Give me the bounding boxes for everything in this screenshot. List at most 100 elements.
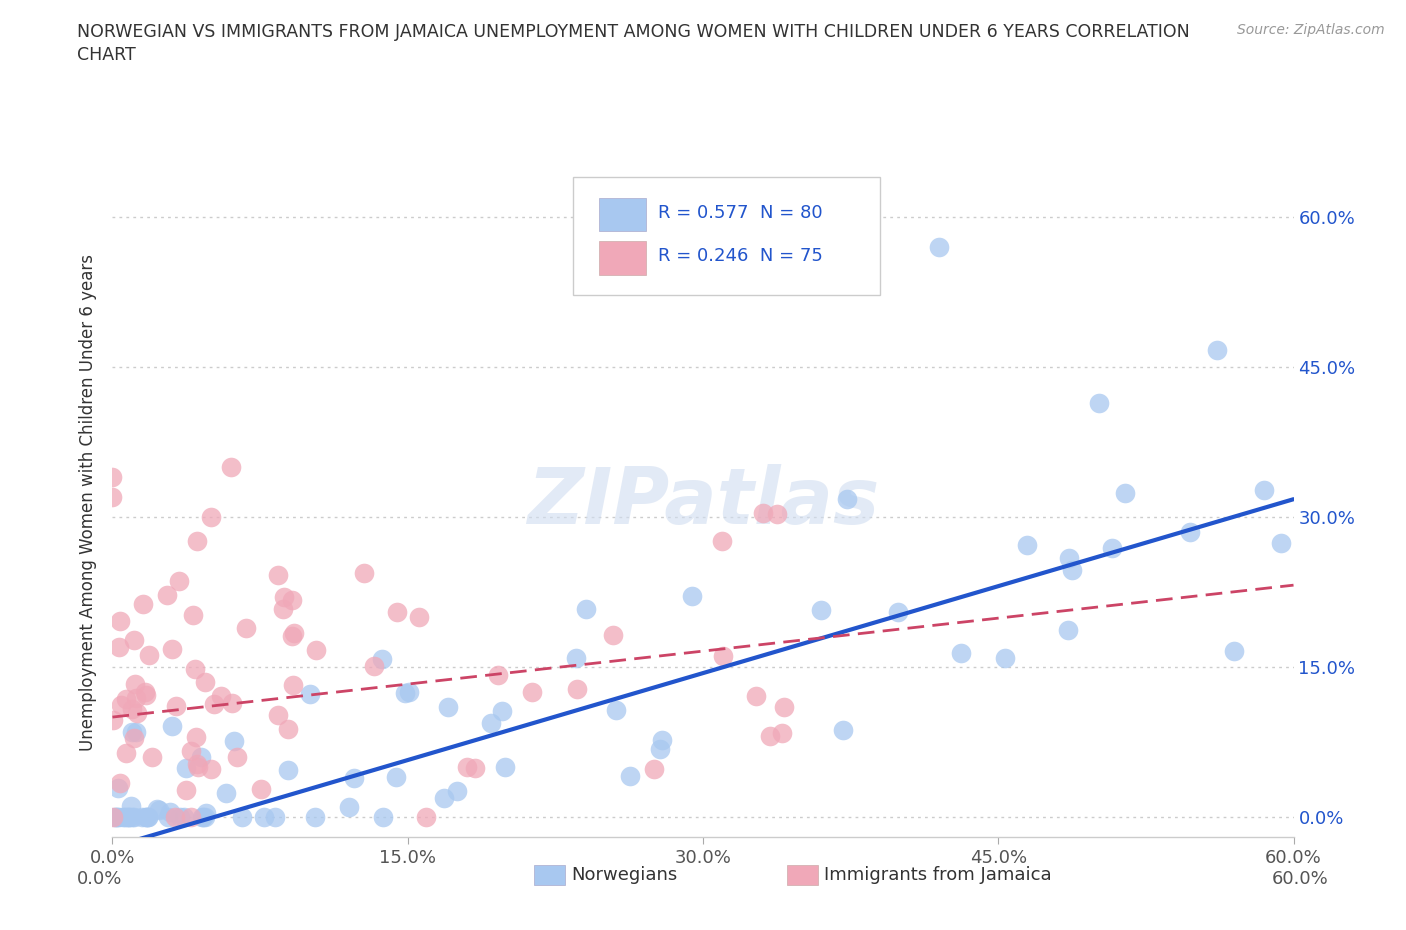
Point xyxy=(250,782,273,797)
Point xyxy=(169,810,191,825)
Point xyxy=(101,490,124,505)
Point xyxy=(110,614,132,629)
Point xyxy=(125,725,148,740)
Point xyxy=(124,810,146,825)
Point xyxy=(125,706,148,721)
Point xyxy=(1015,538,1038,552)
Text: 0.0%: 0.0% xyxy=(77,870,122,888)
Point xyxy=(711,534,734,549)
Point xyxy=(1178,525,1201,539)
Point xyxy=(994,651,1017,666)
Point xyxy=(1223,644,1246,658)
Point xyxy=(433,791,456,806)
Point xyxy=(173,810,195,825)
Point xyxy=(277,763,299,777)
Text: R = 0.577  N = 80: R = 0.577 N = 80 xyxy=(658,204,823,222)
Point xyxy=(371,810,394,825)
Text: 60.0%: 60.0% xyxy=(1272,870,1329,888)
Text: Immigrants from Jamaica: Immigrants from Jamaica xyxy=(824,866,1052,884)
Point xyxy=(215,786,238,801)
FancyBboxPatch shape xyxy=(574,178,880,295)
Point xyxy=(156,587,179,602)
Point xyxy=(619,769,641,784)
Point xyxy=(371,652,394,667)
Point xyxy=(253,810,276,825)
Point xyxy=(565,650,588,665)
Text: NORWEGIAN VS IMMIGRANTS FROM JAMAICA UNEMPLOYMENT AMONG WOMEN WITH CHILDREN UNDE: NORWEGIAN VS IMMIGRANTS FROM JAMAICA UNE… xyxy=(77,23,1189,41)
Point xyxy=(124,632,146,647)
FancyBboxPatch shape xyxy=(599,241,647,274)
Point xyxy=(180,810,202,825)
Point xyxy=(124,676,146,691)
Point xyxy=(343,771,366,786)
Point xyxy=(200,510,222,525)
Point xyxy=(118,810,141,825)
Point xyxy=(299,686,322,701)
Point xyxy=(772,700,794,715)
Point xyxy=(758,729,780,744)
Point xyxy=(304,810,326,825)
Point xyxy=(752,506,775,521)
Point xyxy=(132,597,155,612)
Point xyxy=(1059,551,1081,565)
Point xyxy=(363,658,385,673)
Point xyxy=(1205,342,1227,357)
Point xyxy=(1114,486,1136,501)
Text: CHART: CHART xyxy=(77,46,136,64)
Point xyxy=(766,507,789,522)
Point xyxy=(1062,562,1084,577)
Point xyxy=(191,810,214,825)
Point xyxy=(162,719,184,734)
Point xyxy=(184,662,207,677)
Point xyxy=(160,642,183,657)
Point xyxy=(202,697,225,711)
Point xyxy=(180,743,202,758)
Point xyxy=(745,689,768,704)
Point xyxy=(415,810,437,825)
Point xyxy=(651,733,673,748)
Point xyxy=(107,781,129,796)
Text: Norwegians: Norwegians xyxy=(571,866,678,884)
Text: ZIPatlas: ZIPatlas xyxy=(527,464,879,540)
Point xyxy=(305,643,328,658)
Point xyxy=(219,459,242,474)
Point xyxy=(770,725,793,740)
Point xyxy=(120,798,142,813)
Point xyxy=(385,769,408,784)
Point xyxy=(184,729,207,744)
Point xyxy=(928,240,950,255)
Point xyxy=(117,810,139,825)
Point xyxy=(491,704,513,719)
Point xyxy=(105,810,128,825)
Y-axis label: Unemployment Among Women with Children Under 6 years: Unemployment Among Women with Children U… xyxy=(79,254,97,751)
Point xyxy=(235,620,257,635)
Point xyxy=(385,604,408,619)
Point xyxy=(810,603,832,618)
Point xyxy=(456,760,478,775)
Point xyxy=(479,716,502,731)
Point xyxy=(125,691,148,706)
Point xyxy=(408,609,430,624)
Point xyxy=(194,805,217,820)
Point xyxy=(464,760,486,775)
Point xyxy=(283,626,305,641)
Point xyxy=(394,685,416,700)
Point xyxy=(193,810,215,825)
Point xyxy=(281,677,304,692)
Point xyxy=(135,810,157,825)
Point xyxy=(110,698,132,712)
Point xyxy=(138,647,160,662)
Point xyxy=(602,628,624,643)
Point xyxy=(174,782,197,797)
Point xyxy=(280,629,302,644)
Point xyxy=(111,810,134,825)
Point xyxy=(121,702,143,717)
Point xyxy=(565,681,588,696)
Point xyxy=(104,810,127,825)
Point xyxy=(575,602,598,617)
Point xyxy=(135,810,157,825)
Point xyxy=(832,723,855,737)
Point xyxy=(231,810,253,825)
Point xyxy=(165,699,187,714)
Point xyxy=(887,604,910,619)
